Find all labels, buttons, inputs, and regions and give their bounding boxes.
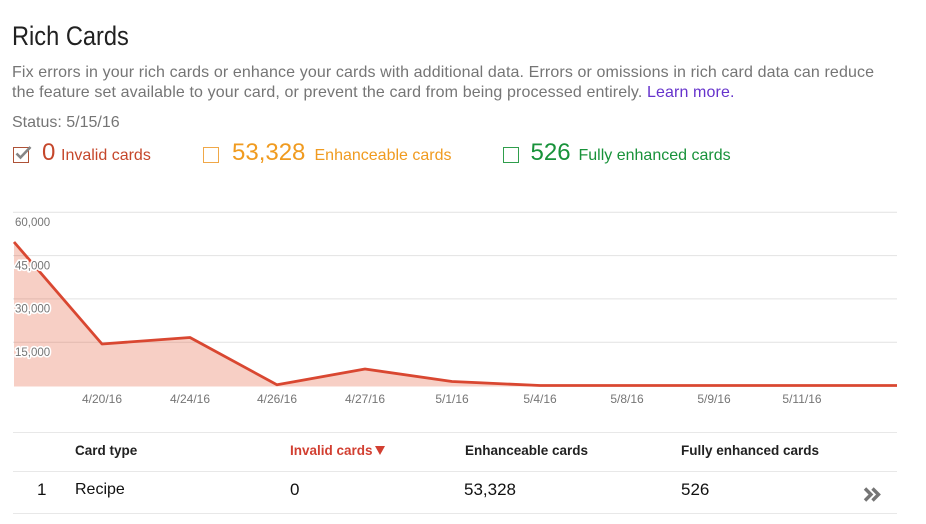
- svg-text:15,000: 15,000: [15, 347, 50, 359]
- svg-text:45,000: 45,000: [15, 260, 50, 272]
- svg-text:60,000: 60,000: [15, 217, 50, 229]
- svg-text:30,000: 30,000: [15, 304, 50, 316]
